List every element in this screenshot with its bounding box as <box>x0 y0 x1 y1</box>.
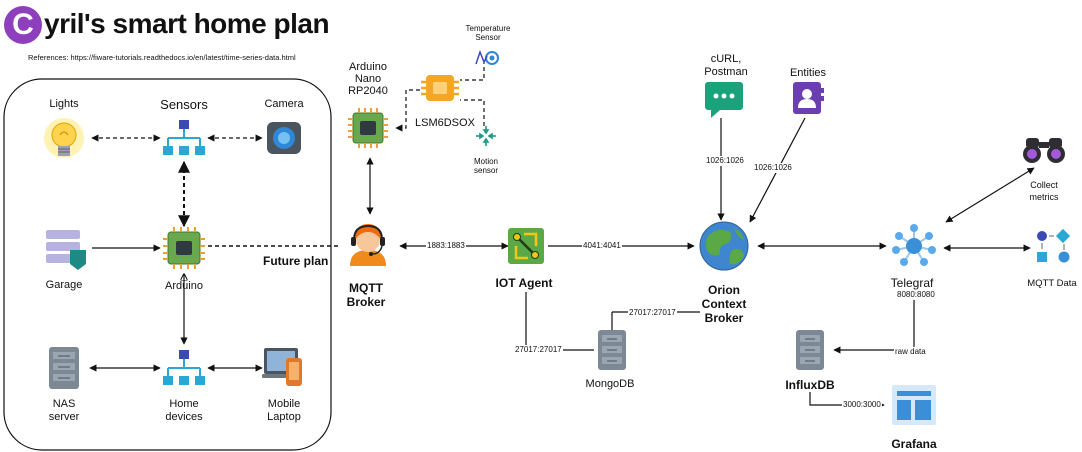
arduino-label: Arduino <box>165 280 203 292</box>
globe-icon <box>699 221 749 271</box>
app-logo: C <box>4 6 42 44</box>
chip-icon <box>163 227 205 269</box>
orion-label-line3: Broker <box>704 311 744 325</box>
edge-label-mongo-orion: 27017:27017 <box>628 308 677 318</box>
temperature-icon <box>475 49 499 65</box>
nano-label-line3: RP2040 <box>348 85 388 97</box>
edge-label-iot-orion: 4041:4041 <box>582 241 622 251</box>
chip-icon <box>348 108 388 148</box>
nas-label-line2: server <box>48 411 80 423</box>
edge-label-entities-orion: 1026:1026 <box>753 163 793 173</box>
future-plan-label: Future plan <box>263 254 329 268</box>
page-title: yril's smart home plan <box>44 8 330 39</box>
garage-label: Garage <box>45 279 83 291</box>
home-devices-label-line2: devices <box>165 411 203 423</box>
references-text: References: https://fiware-tutorials.rea… <box>28 53 296 62</box>
edge-label-mongo-iot: 27017:27017 <box>514 345 563 355</box>
sensors-label: Sensors <box>160 97 208 112</box>
temp-label-line1: Temperature <box>465 24 511 33</box>
contact-book-icon <box>793 82 824 114</box>
orion-label-line1: Orion <box>708 283 740 297</box>
mongodb-label: MongoDB <box>585 378 635 390</box>
hub-icon <box>892 224 936 266</box>
motion-label-line2: sensor <box>473 166 499 175</box>
camera-label: Camera <box>264 98 304 110</box>
binoculars-icon <box>1023 138 1065 163</box>
motion-label-line1: Motion <box>473 157 499 166</box>
edge-label-grafana-port: 3000:3000 <box>842 400 882 410</box>
temp-label-line2: Sensor <box>475 33 501 42</box>
storage-stack-icon <box>46 230 86 270</box>
edge-label-raw-data: raw data <box>894 347 927 357</box>
server-icon <box>49 347 79 389</box>
iot-agent-label: IOT Agent <box>495 276 553 290</box>
shapes-icon <box>1037 228 1071 263</box>
lsm-label: LSM6DSOX <box>415 117 475 129</box>
camera-icon <box>267 122 301 154</box>
network-icon <box>163 120 205 155</box>
edge-label-telegraf-port: 8080:8080 <box>896 290 936 300</box>
motion-icon <box>476 126 496 146</box>
mobile-label-line2: Laptop <box>267 411 301 423</box>
mqtt-broker-label-line1: MQTT <box>349 281 383 295</box>
orion-label-line2: Context <box>701 297 747 311</box>
chat-icon <box>705 82 743 118</box>
collect-label-line1: Collect <box>1030 180 1058 190</box>
home-devices-label-line1: Home <box>169 398 199 410</box>
edge-telegraf-collect <box>945 167 1035 223</box>
edge-temp-orange <box>460 60 485 81</box>
edge-orange-chip-nano <box>395 89 420 132</box>
nas-label-line1: NAS <box>52 398 76 410</box>
network-icon <box>163 350 205 385</box>
curl-label-line2: Postman <box>704 66 748 78</box>
entities-label: Entities <box>789 67 827 79</box>
mobile-label-line1: Mobile <box>267 398 301 410</box>
gateway-icon <box>508 228 544 264</box>
home-group-box <box>3 78 332 451</box>
edge-label-mqtt-iot: 1883:1883 <box>426 241 466 251</box>
nano-label-line1: Arduino <box>349 61 387 73</box>
operator-headset-icon <box>350 224 386 266</box>
telegraf-label: Telegraf <box>890 276 934 290</box>
dashboard-icon <box>892 385 936 425</box>
nano-label-line2: Nano <box>354 73 382 85</box>
mqtt-data-label: MQTT Data <box>1027 278 1077 289</box>
server-icon <box>796 330 824 370</box>
bulb-icon <box>44 118 84 158</box>
curl-label-line1: cURL, <box>710 53 742 65</box>
lights-label: Lights <box>49 98 79 110</box>
collect-label-line2: metrics <box>1029 192 1059 202</box>
mqtt-broker-label-line2: Broker <box>346 295 386 309</box>
influxdb-label: InfluxDB <box>785 378 835 392</box>
orange-chip-icon <box>421 75 459 101</box>
laptop-phone-icon <box>262 348 302 386</box>
server-icon <box>598 330 626 370</box>
edge-motion-orange <box>460 99 485 126</box>
grafana-label: Grafana <box>891 437 937 451</box>
edge-label-curl-orion: 1026:1026 <box>705 156 745 166</box>
